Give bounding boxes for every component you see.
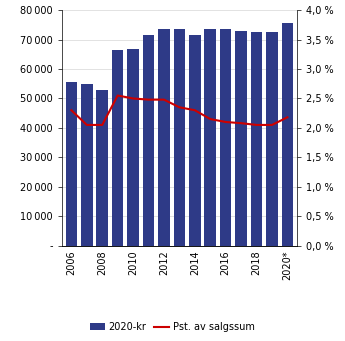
Bar xyxy=(251,32,262,246)
Bar xyxy=(220,29,231,246)
Bar xyxy=(143,35,154,246)
Bar xyxy=(66,82,77,246)
Bar xyxy=(205,29,216,246)
Bar xyxy=(266,32,278,246)
Bar xyxy=(127,49,139,246)
Legend: 2020-kr, Pst. av salgssum: 2020-kr, Pst. av salgssum xyxy=(86,318,259,336)
Bar xyxy=(235,31,247,246)
Bar xyxy=(97,90,108,246)
Bar xyxy=(158,29,170,246)
Bar xyxy=(189,35,201,246)
Bar xyxy=(174,29,185,246)
Bar xyxy=(81,84,92,246)
Bar xyxy=(282,24,293,246)
Bar xyxy=(112,50,124,246)
